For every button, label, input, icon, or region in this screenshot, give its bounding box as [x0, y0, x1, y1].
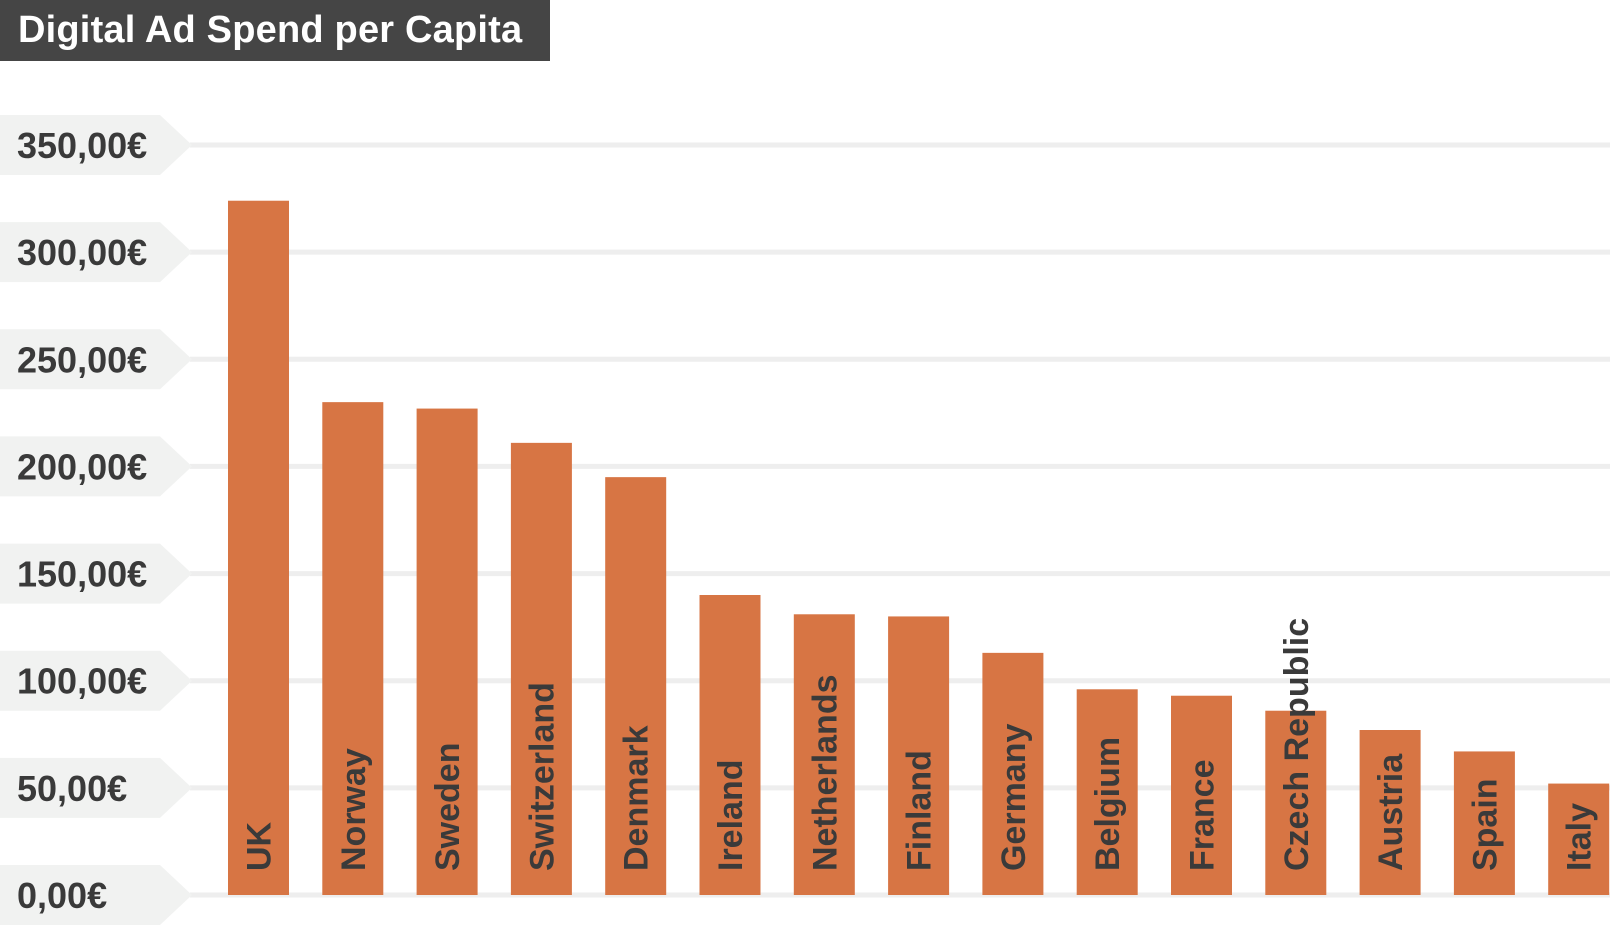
category-label: Germany: [995, 724, 1033, 871]
y-tick-tab: [0, 650, 192, 711]
bar: [1171, 695, 1232, 895]
category-label: Norway: [335, 748, 373, 871]
bar: [793, 614, 855, 895]
bar: [605, 477, 667, 895]
category-label: Czech Republic: [1278, 618, 1316, 871]
bar: [1548, 783, 1610, 895]
bar: [1453, 751, 1515, 895]
bar: [510, 442, 572, 895]
y-tick-label: 50,00€: [17, 768, 127, 809]
y-tick-label: 100,00€: [17, 661, 147, 702]
y-tick-label: 0,00€: [17, 875, 107, 916]
y-tick-tab: [0, 865, 192, 925]
category-label: Switzerland: [523, 682, 561, 871]
bar: [1359, 730, 1421, 895]
y-tick-label: 350,00€: [17, 125, 147, 166]
y-tick-tab: [0, 329, 192, 390]
bar: [416, 408, 478, 895]
y-tick-label: 300,00€: [17, 232, 147, 273]
category-label: France: [1184, 760, 1222, 872]
bar: [1265, 710, 1327, 895]
y-tick-tab: [0, 436, 192, 497]
y-tick-label: 150,00€: [17, 554, 147, 595]
bar: [1076, 689, 1138, 895]
category-label: UK: [241, 821, 279, 871]
category-label: Italy: [1561, 803, 1599, 871]
category-label: Austria: [1372, 753, 1410, 871]
y-tick-tab: [0, 115, 192, 175]
chart-title: Digital Ad Spend per Capita: [0, 0, 550, 61]
y-tick-label: 250,00€: [17, 339, 147, 380]
y-tick-tab: [0, 222, 192, 283]
y-tick-label: 200,00€: [17, 446, 147, 487]
category-label: Denmark: [618, 725, 656, 871]
bar: [322, 402, 384, 895]
category-label: Spain: [1466, 778, 1504, 871]
bar: [888, 616, 950, 895]
category-label: Netherlands: [806, 674, 844, 871]
bar: [982, 652, 1044, 895]
y-tick-tab: [0, 757, 192, 818]
bar: [228, 200, 289, 895]
category-label: Sweden: [429, 743, 467, 871]
y-tick-tab: [0, 543, 192, 604]
category-label: Belgium: [1089, 737, 1127, 871]
category-label: Finland: [901, 750, 939, 871]
bar: [699, 595, 761, 895]
category-label: Ireland: [712, 760, 750, 871]
